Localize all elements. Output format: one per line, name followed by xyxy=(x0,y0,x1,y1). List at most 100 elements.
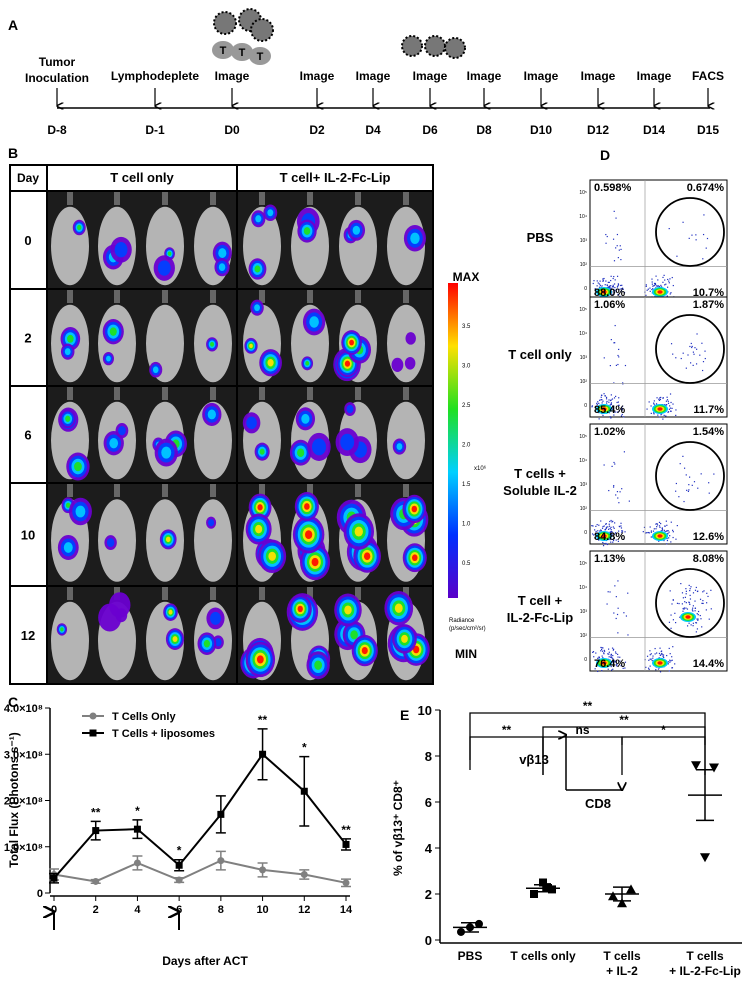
event-dot xyxy=(623,612,625,614)
event-dot xyxy=(610,417,612,419)
event-dot xyxy=(685,593,687,595)
event-dot xyxy=(703,590,705,592)
event-dot xyxy=(667,400,669,402)
event-dot xyxy=(616,491,619,493)
event-dot xyxy=(610,665,612,668)
error-bar xyxy=(461,922,479,933)
event-dot xyxy=(620,527,623,529)
event-dot xyxy=(594,529,596,531)
event-dot xyxy=(593,280,595,282)
event-dot xyxy=(627,592,629,594)
event-dot xyxy=(666,399,669,401)
event-dot xyxy=(646,655,649,657)
event-label: Image xyxy=(215,69,250,83)
signal-blob xyxy=(218,248,227,258)
event-day: D14 xyxy=(643,123,665,137)
significance-label: ** xyxy=(619,713,629,727)
event-dot xyxy=(622,288,624,290)
event-dot xyxy=(654,284,656,286)
signal-blob xyxy=(305,530,313,539)
event-dot xyxy=(672,646,674,648)
event-dot xyxy=(613,210,615,212)
sample-label: T cell + xyxy=(518,593,563,608)
mouse-body xyxy=(387,401,425,480)
event-dot xyxy=(696,348,698,350)
flow-tick-label: 10³ xyxy=(580,355,588,361)
mount-bar xyxy=(114,386,120,400)
event-dot xyxy=(656,652,658,654)
event-dot xyxy=(710,608,712,610)
mount-bar xyxy=(162,386,168,400)
event-dot xyxy=(692,610,694,612)
event-dot xyxy=(602,541,604,544)
event-dot xyxy=(661,654,663,656)
event-dot xyxy=(649,658,651,660)
signal-blob xyxy=(106,538,115,548)
event-dot xyxy=(597,530,599,532)
event-dot xyxy=(657,668,660,670)
event-dot xyxy=(648,659,650,661)
group-header: T cell+ IL-2-Fc-Lip xyxy=(280,170,391,185)
event-dot xyxy=(666,295,668,297)
scale-title: Radiance xyxy=(449,618,475,624)
significance-bracket xyxy=(542,726,706,775)
event-dot xyxy=(671,407,673,409)
signal-blob xyxy=(118,426,126,436)
point xyxy=(530,890,538,898)
event-dot xyxy=(670,660,672,662)
signal-blob xyxy=(309,316,319,328)
event-dot xyxy=(618,410,620,412)
event-dot xyxy=(599,280,601,282)
event-label: Image xyxy=(413,69,448,83)
event-dot xyxy=(606,400,608,403)
event-dot xyxy=(611,521,613,523)
event-dot xyxy=(591,406,593,408)
y-tick-label: 0 xyxy=(37,888,43,900)
event-dot xyxy=(689,594,691,597)
event-dot xyxy=(654,283,657,285)
event-dot xyxy=(676,602,679,604)
event-dot xyxy=(674,663,676,665)
event-dot xyxy=(654,647,656,650)
y-tick-label: 10 xyxy=(418,703,432,718)
event-dot xyxy=(664,525,666,527)
quadrant-percent: 8.08% xyxy=(693,553,724,565)
signal-blob xyxy=(65,415,71,422)
event-dot xyxy=(607,668,609,670)
event-dot xyxy=(603,525,605,527)
point xyxy=(175,876,183,884)
signal-blob xyxy=(352,225,361,235)
signal-blob xyxy=(64,348,71,356)
event-dot xyxy=(688,489,690,491)
event-dot xyxy=(699,598,702,600)
event-dot xyxy=(611,286,614,288)
event-dot xyxy=(669,535,671,537)
signal-blob xyxy=(207,409,216,420)
event-dot xyxy=(609,538,611,541)
signal-blob xyxy=(109,327,117,336)
event-dot xyxy=(685,367,687,369)
y-tick-label: 8 xyxy=(425,749,432,764)
event-dot xyxy=(601,527,604,529)
event-dot xyxy=(667,411,670,413)
scale-tick-label: 2.5 xyxy=(462,403,471,409)
event-dot xyxy=(685,588,687,590)
event-dot xyxy=(704,350,706,352)
event-dot xyxy=(607,281,609,283)
event-label: Image xyxy=(467,69,502,83)
event-dot xyxy=(604,284,606,286)
event-dot xyxy=(617,354,619,357)
event-dot xyxy=(661,529,663,532)
significance-label: * xyxy=(661,723,666,737)
significance-bracket xyxy=(542,736,623,775)
event-dot xyxy=(704,357,706,360)
event-dot xyxy=(670,401,672,404)
signal-blob xyxy=(254,265,261,273)
density-core xyxy=(657,407,663,411)
flow-tick-label: 10⁴ xyxy=(579,331,587,337)
event-dot xyxy=(613,342,615,344)
event-dot xyxy=(601,402,603,404)
signal-blob xyxy=(297,448,305,457)
event-dot xyxy=(652,657,654,659)
event-dot xyxy=(620,284,622,287)
